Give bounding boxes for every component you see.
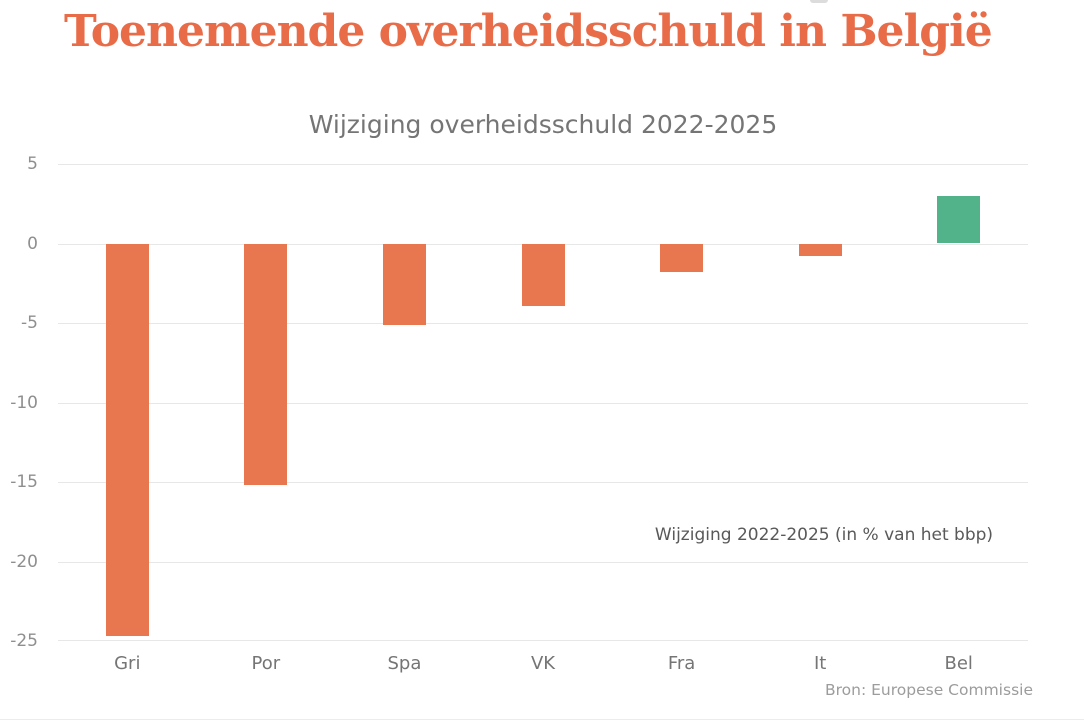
x-tick-label-bel: Bel	[944, 653, 973, 674]
x-tick-label-it: It	[813, 653, 827, 674]
y-tick-label--10: -10	[10, 392, 38, 413]
bar-it	[798, 243, 842, 257]
y-tick-label--25: -25	[10, 631, 38, 651]
x-tick-label-por: Por	[251, 653, 281, 674]
gridline-y--20	[58, 561, 1028, 563]
x-tick-label-vk: VK	[530, 653, 556, 674]
page-title: Toenemende overheidsschuld in België	[64, 6, 993, 57]
x-tick-label-fra: Fra	[667, 653, 696, 674]
bar-spa	[382, 243, 426, 325]
bar-gri	[105, 243, 149, 637]
series-annotation: Wijziging 2022-2025 (in % van het bbp)	[654, 525, 994, 545]
bar-por	[244, 243, 288, 486]
bar-bel	[937, 195, 981, 244]
plot-area	[58, 164, 1028, 641]
y-tick-label-5: 5	[27, 154, 38, 174]
gridline-y--15	[58, 482, 1028, 483]
source-credit: Bron: Europese Commissie	[825, 681, 1033, 699]
gridline-y--10	[58, 402, 1028, 404]
bar-fra	[660, 243, 704, 273]
x-axis: Gri Por Spa VK Fra It Bel	[58, 653, 1028, 677]
x-tick-label-spa: Spa	[387, 653, 422, 674]
gridline-y--5	[58, 323, 1028, 324]
chart-title: Wijziging overheidsschuld 2022-2025	[308, 110, 778, 139]
y-tick-label--15: -15	[10, 472, 38, 492]
gridline-y--25	[58, 640, 1028, 641]
bar-vk	[521, 243, 565, 306]
x-tick-label-gri: Gri	[114, 653, 141, 674]
y-tick-label--5: -5	[21, 313, 38, 333]
y-axis: 5 0 -5 -10 -15 -20 -25	[0, 154, 40, 651]
y-tick-label--20: -20	[10, 551, 38, 572]
y-tick-label-0: 0	[27, 233, 38, 254]
gridline-y-5	[58, 164, 1028, 165]
screen-edge-artifact	[810, 0, 828, 3]
